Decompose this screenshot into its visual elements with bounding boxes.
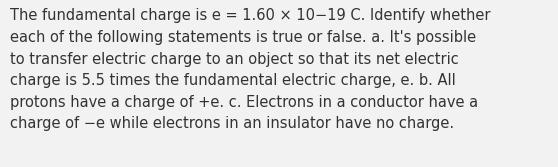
Text: The fundamental charge is e = 1.60 × 10−19 C. Identify whether
each of the follo: The fundamental charge is e = 1.60 × 10−… bbox=[10, 8, 490, 131]
